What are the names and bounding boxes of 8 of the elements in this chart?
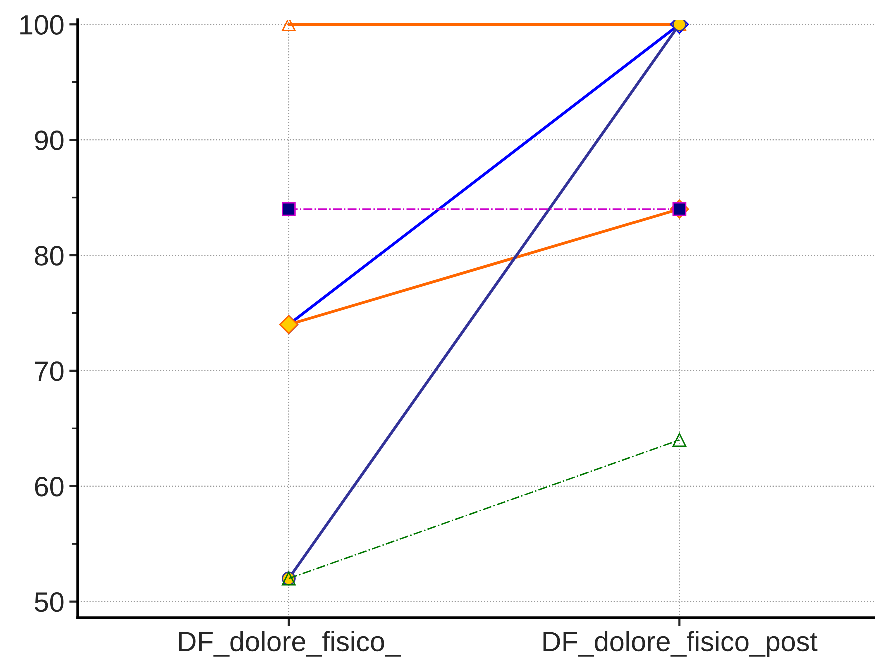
y-tick-label: 100 (20, 15, 64, 35)
y-tick-label: 60 (35, 477, 64, 497)
x-tick-label: DF_dolore_fisico_post (544, 631, 818, 658)
y-tick-label: 80 (35, 246, 64, 266)
y-tick-label: 90 (35, 130, 64, 150)
y-tick-label: 50 (35, 592, 64, 612)
y-tick-label: 70 (35, 362, 64, 382)
x-tick-label: DF_dolore_fisico_ (179, 631, 402, 657)
